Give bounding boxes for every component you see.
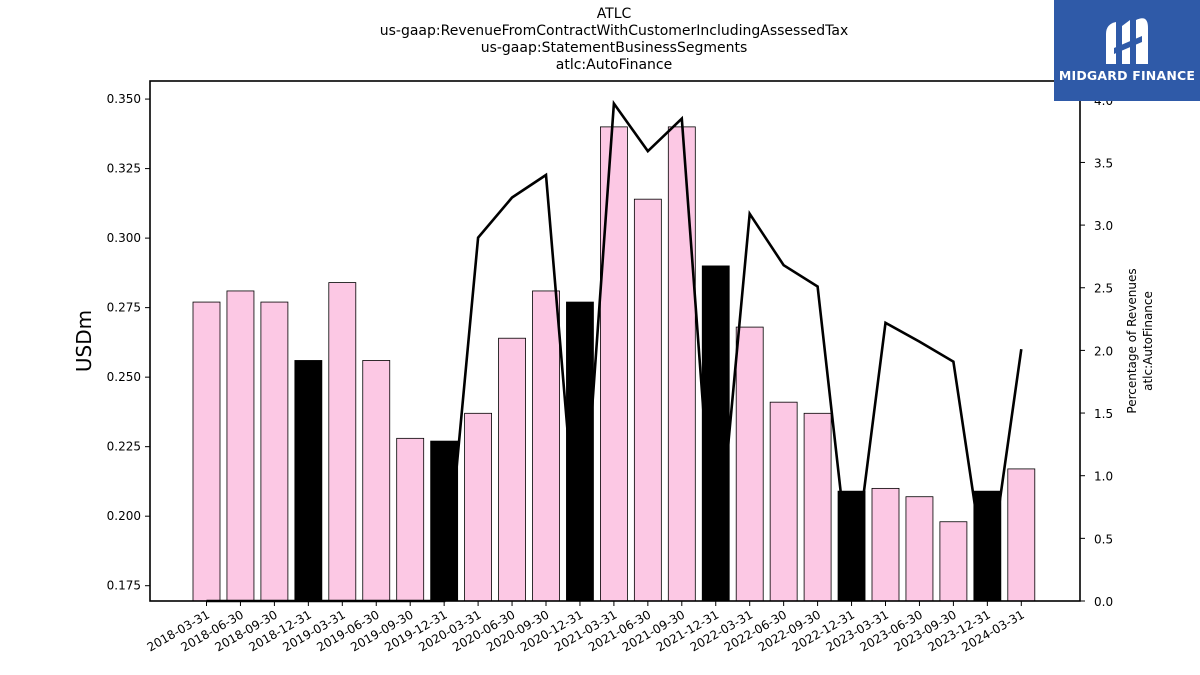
y-tick-label: 0.200: [107, 509, 141, 523]
bar-2023-06-30: [905, 496, 934, 602]
title-line-1: ATLC: [596, 6, 632, 22]
title-line-3: us-gaap:StatementBusinessSegments: [480, 40, 748, 56]
y2-tick-label: 2.0: [1094, 344, 1113, 358]
bar-2021-09-30: [667, 126, 696, 602]
y-tick-label: 0.300: [107, 231, 141, 245]
bar-2022-03-31: [735, 326, 764, 602]
plot-frame: [149, 80, 1081, 602]
title-line-4: atlc:AutoFinance: [555, 57, 673, 73]
y-tick-label: 0.350: [107, 92, 141, 106]
bar-2018-03-31: [192, 301, 221, 602]
brand-logo: MIDGARD FINANCE: [1054, 0, 1200, 101]
y2-tick-label: 0.5: [1094, 532, 1113, 546]
y2-tick-label: 1.5: [1094, 407, 1113, 421]
y-tick-label: 0.325: [107, 162, 141, 176]
bar-2024-03-31: [1007, 468, 1036, 602]
y-tick-label: 0.250: [107, 370, 141, 384]
bar-2020-03-31: [464, 412, 493, 602]
bar-group: [192, 126, 1036, 602]
bar-2021-06-30: [633, 198, 662, 602]
y-tick-label: 0.275: [107, 301, 141, 315]
bar-2019-03-31: [328, 282, 357, 602]
y-tick-label: 0.175: [107, 579, 141, 593]
bar-2022-09-30: [803, 412, 832, 602]
bar-2021-03-31: [600, 126, 628, 602]
bar-2020-09-30: [532, 290, 560, 602]
y2-tick-label: 2.5: [1094, 282, 1113, 296]
y2-axis-label-line-2: atlc:AutoFinance: [1141, 291, 1155, 391]
bar-2020-06-30: [498, 337, 526, 602]
bar-2018-06-30: [226, 290, 255, 602]
bar-2019-09-30: [396, 437, 425, 602]
bar-2022-06-30: [769, 401, 798, 602]
y2-axis-label-line-1: Percentage of Revenues: [1125, 268, 1139, 413]
bar-2019-06-30: [362, 360, 391, 602]
y2-tick-label: 3.0: [1094, 219, 1113, 233]
bar-2019-12-31: [430, 440, 459, 602]
logo-text: MIDGARD FINANCE: [1058, 68, 1196, 83]
y2-tick-label: 1.0: [1094, 470, 1113, 484]
y-tick-label: 0.225: [107, 440, 141, 454]
bar-2023-09-30: [939, 521, 968, 602]
bar-2018-12-31: [294, 360, 323, 602]
logo-mark-icon: [1106, 18, 1148, 64]
chart-title: ATLC us-gaap:RevenueFromContractWithCust…: [0, 6, 1200, 74]
bar-2023-03-31: [871, 487, 900, 602]
y-axis-label: USDm: [72, 310, 96, 372]
y2-tick-label: 0.0: [1094, 595, 1113, 609]
title-line-2: us-gaap:RevenueFromContractWithCustomerI…: [379, 23, 849, 39]
bar-2018-09-30: [260, 301, 289, 602]
y2-tick-label: 3.5: [1094, 156, 1113, 170]
bar-2021-12-31: [701, 265, 730, 602]
